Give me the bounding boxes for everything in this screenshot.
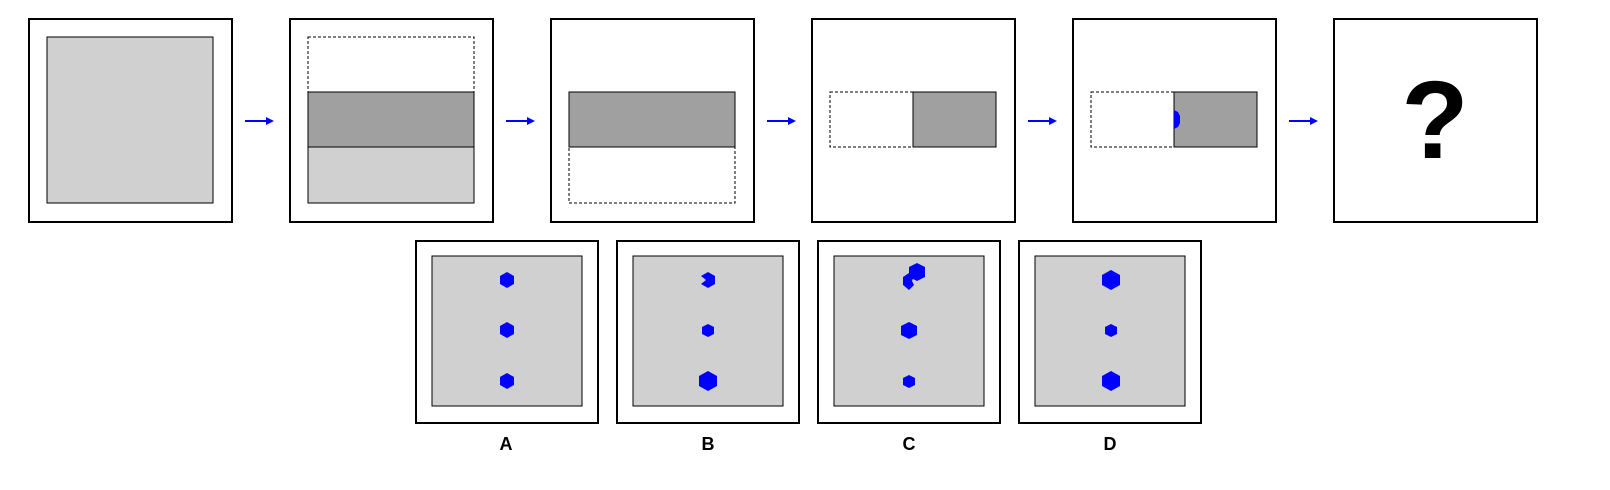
step-3-folded-rectangle bbox=[550, 18, 755, 223]
folded-away-outline bbox=[568, 146, 736, 204]
paper-sheet bbox=[46, 36, 214, 204]
hole-icon bbox=[909, 263, 925, 281]
option-a[interactable]: A bbox=[415, 240, 599, 454]
hole-icon bbox=[1174, 110, 1180, 129]
step-6-unknown: ? bbox=[1333, 18, 1538, 223]
step-1-unfolded-square bbox=[28, 18, 233, 223]
folded-layer bbox=[307, 91, 475, 148]
hole-icon bbox=[500, 322, 514, 338]
folded-away-outline bbox=[307, 36, 475, 93]
hole-icon bbox=[1102, 270, 1120, 290]
folded-layer bbox=[568, 91, 736, 148]
option-b[interactable]: B bbox=[616, 240, 800, 454]
hole-icon bbox=[1102, 371, 1120, 391]
folded-layer bbox=[912, 91, 997, 148]
step-6-frame bbox=[1333, 18, 1538, 223]
question-mark: ? bbox=[1401, 59, 1468, 182]
option-label: A bbox=[500, 434, 513, 454]
hole-icon bbox=[701, 272, 715, 288]
hole-icon bbox=[903, 375, 915, 388]
hole-icon bbox=[1105, 324, 1117, 337]
option-c[interactable]: C bbox=[817, 240, 1001, 454]
folded-layer bbox=[1173, 91, 1258, 148]
hole-icon bbox=[500, 373, 514, 389]
sequence-row: ? bbox=[28, 18, 1538, 223]
hole-icon bbox=[901, 322, 917, 339]
hole-icon bbox=[702, 324, 714, 337]
hole-icon bbox=[500, 272, 514, 288]
hole-icon bbox=[699, 371, 717, 391]
option-label: C bbox=[903, 434, 916, 454]
step-2-fold-top-down bbox=[289, 18, 494, 223]
option-d[interactable]: D bbox=[1018, 240, 1202, 454]
step-4-fold-left-right bbox=[811, 18, 1016, 223]
paper-bottom-part bbox=[307, 146, 475, 204]
option-label: D bbox=[1104, 434, 1117, 454]
step-5-punched-hole bbox=[1072, 18, 1277, 223]
options-row: A B C D bbox=[415, 240, 1202, 454]
option-label: B bbox=[702, 434, 715, 454]
